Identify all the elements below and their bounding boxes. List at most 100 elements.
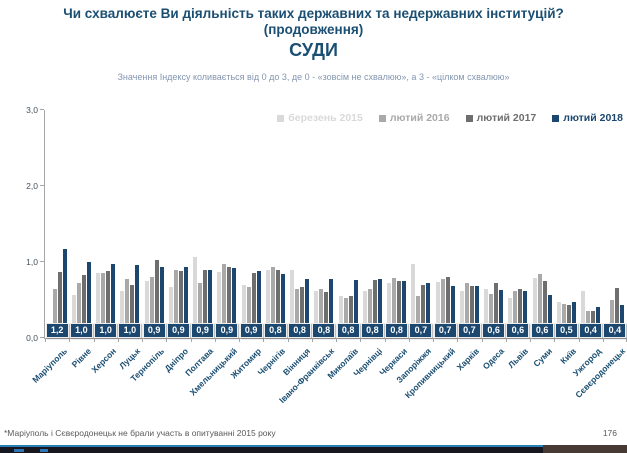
bar bbox=[275, 269, 280, 338]
bar bbox=[120, 290, 125, 338]
bar bbox=[193, 256, 198, 338]
bar bbox=[203, 269, 208, 338]
bar bbox=[387, 282, 392, 338]
legend-label: лютий 2016 bbox=[389, 112, 450, 124]
bar-group bbox=[508, 110, 528, 338]
legend-square-icon bbox=[277, 114, 285, 122]
value-label: 0,9 bbox=[239, 323, 263, 338]
bar bbox=[52, 288, 57, 338]
strip-mark bbox=[40, 449, 48, 452]
strip-maroon-segment bbox=[543, 445, 627, 453]
value-label: 0,6 bbox=[482, 323, 506, 338]
value-label: 1,0 bbox=[69, 323, 93, 338]
bar bbox=[596, 306, 601, 338]
bar bbox=[445, 277, 450, 338]
bar-group bbox=[48, 110, 67, 338]
bar bbox=[232, 268, 237, 338]
bar-group bbox=[168, 110, 188, 338]
bar bbox=[227, 267, 232, 338]
bar bbox=[111, 263, 116, 338]
bar bbox=[222, 264, 227, 338]
x-tick bbox=[408, 338, 410, 342]
bar bbox=[610, 300, 615, 338]
bar-group bbox=[241, 110, 261, 338]
bar bbox=[265, 269, 270, 338]
title-block: Чи схвалюєте Ви діяльність таких державн… bbox=[0, 6, 627, 61]
legend-square-icon bbox=[378, 114, 386, 122]
bar bbox=[566, 305, 571, 338]
bar-group bbox=[265, 110, 285, 338]
bar-group bbox=[362, 110, 382, 338]
chart-title: СУДИ bbox=[289, 40, 338, 60]
bar bbox=[459, 290, 464, 338]
bar bbox=[513, 290, 518, 338]
bar bbox=[542, 281, 547, 338]
bar bbox=[338, 296, 343, 338]
bar bbox=[484, 288, 489, 338]
bar-group bbox=[217, 110, 237, 338]
y-tick bbox=[40, 337, 44, 338]
bar bbox=[241, 284, 246, 338]
page-number: 176 bbox=[602, 428, 617, 438]
bar bbox=[319, 288, 324, 338]
bar-group bbox=[120, 110, 140, 338]
value-label: 1,2 bbox=[45, 323, 69, 338]
bar-group bbox=[605, 110, 625, 338]
value-label: 0,8 bbox=[360, 323, 384, 338]
strip-blue-line bbox=[0, 445, 543, 447]
value-label: 0,8 bbox=[312, 323, 336, 338]
x-category-label: Київ bbox=[558, 346, 579, 366]
bar bbox=[173, 269, 178, 338]
x-category-label: Чернівці bbox=[351, 346, 385, 379]
bar bbox=[343, 298, 348, 338]
x-tick bbox=[166, 338, 168, 342]
bar bbox=[348, 296, 353, 338]
y-tick bbox=[40, 185, 44, 186]
bar-group bbox=[556, 110, 576, 338]
plot-area: 1,2 1,0 1,0 1,0 0,9 0,9 0,9 0,9 0,9 0,8 0,8 0,8 0,8 0… bbox=[40, 109, 627, 342]
value-label: 0,7 bbox=[457, 323, 481, 338]
bar-group bbox=[144, 110, 164, 338]
bar bbox=[159, 266, 164, 338]
x-category-label: Черкаси bbox=[376, 346, 409, 378]
x-category-label: Харків bbox=[454, 346, 482, 373]
bar bbox=[96, 273, 101, 338]
bar bbox=[537, 274, 542, 338]
bar bbox=[208, 269, 213, 338]
bar-group bbox=[581, 110, 601, 338]
index-scale-note: Значення Індексу коливається від 0 до 3,… bbox=[117, 72, 510, 82]
bar bbox=[198, 283, 203, 338]
x-tick bbox=[263, 338, 265, 342]
x-category-label: Одеса bbox=[480, 346, 506, 372]
x-tick bbox=[190, 338, 192, 342]
x-tick bbox=[45, 338, 46, 342]
bar bbox=[270, 267, 275, 338]
bar-group bbox=[193, 110, 213, 338]
value-label: 0,6 bbox=[530, 323, 554, 338]
bar bbox=[362, 290, 367, 338]
bar-group bbox=[435, 110, 455, 338]
x-category-label: Запоріжжя bbox=[394, 346, 433, 385]
bar bbox=[402, 281, 407, 338]
bar bbox=[329, 278, 334, 338]
x-tick bbox=[93, 338, 95, 342]
x-tick bbox=[117, 338, 119, 342]
bar bbox=[71, 294, 76, 338]
y-tick bbox=[40, 109, 44, 110]
legend-square-icon bbox=[465, 114, 473, 122]
bar bbox=[144, 281, 149, 338]
bar bbox=[62, 249, 67, 338]
bar bbox=[324, 292, 329, 338]
bar bbox=[101, 273, 106, 338]
bar-group bbox=[71, 110, 91, 338]
x-tick bbox=[530, 338, 531, 342]
bar bbox=[547, 295, 552, 338]
bar bbox=[411, 264, 416, 338]
bar-group bbox=[338, 110, 358, 338]
bar-group bbox=[532, 110, 552, 338]
bar bbox=[314, 290, 319, 338]
x-tick bbox=[360, 338, 362, 342]
value-label: 0,9 bbox=[191, 323, 215, 338]
value-label: 0,8 bbox=[336, 323, 360, 338]
x-tick bbox=[384, 338, 386, 342]
